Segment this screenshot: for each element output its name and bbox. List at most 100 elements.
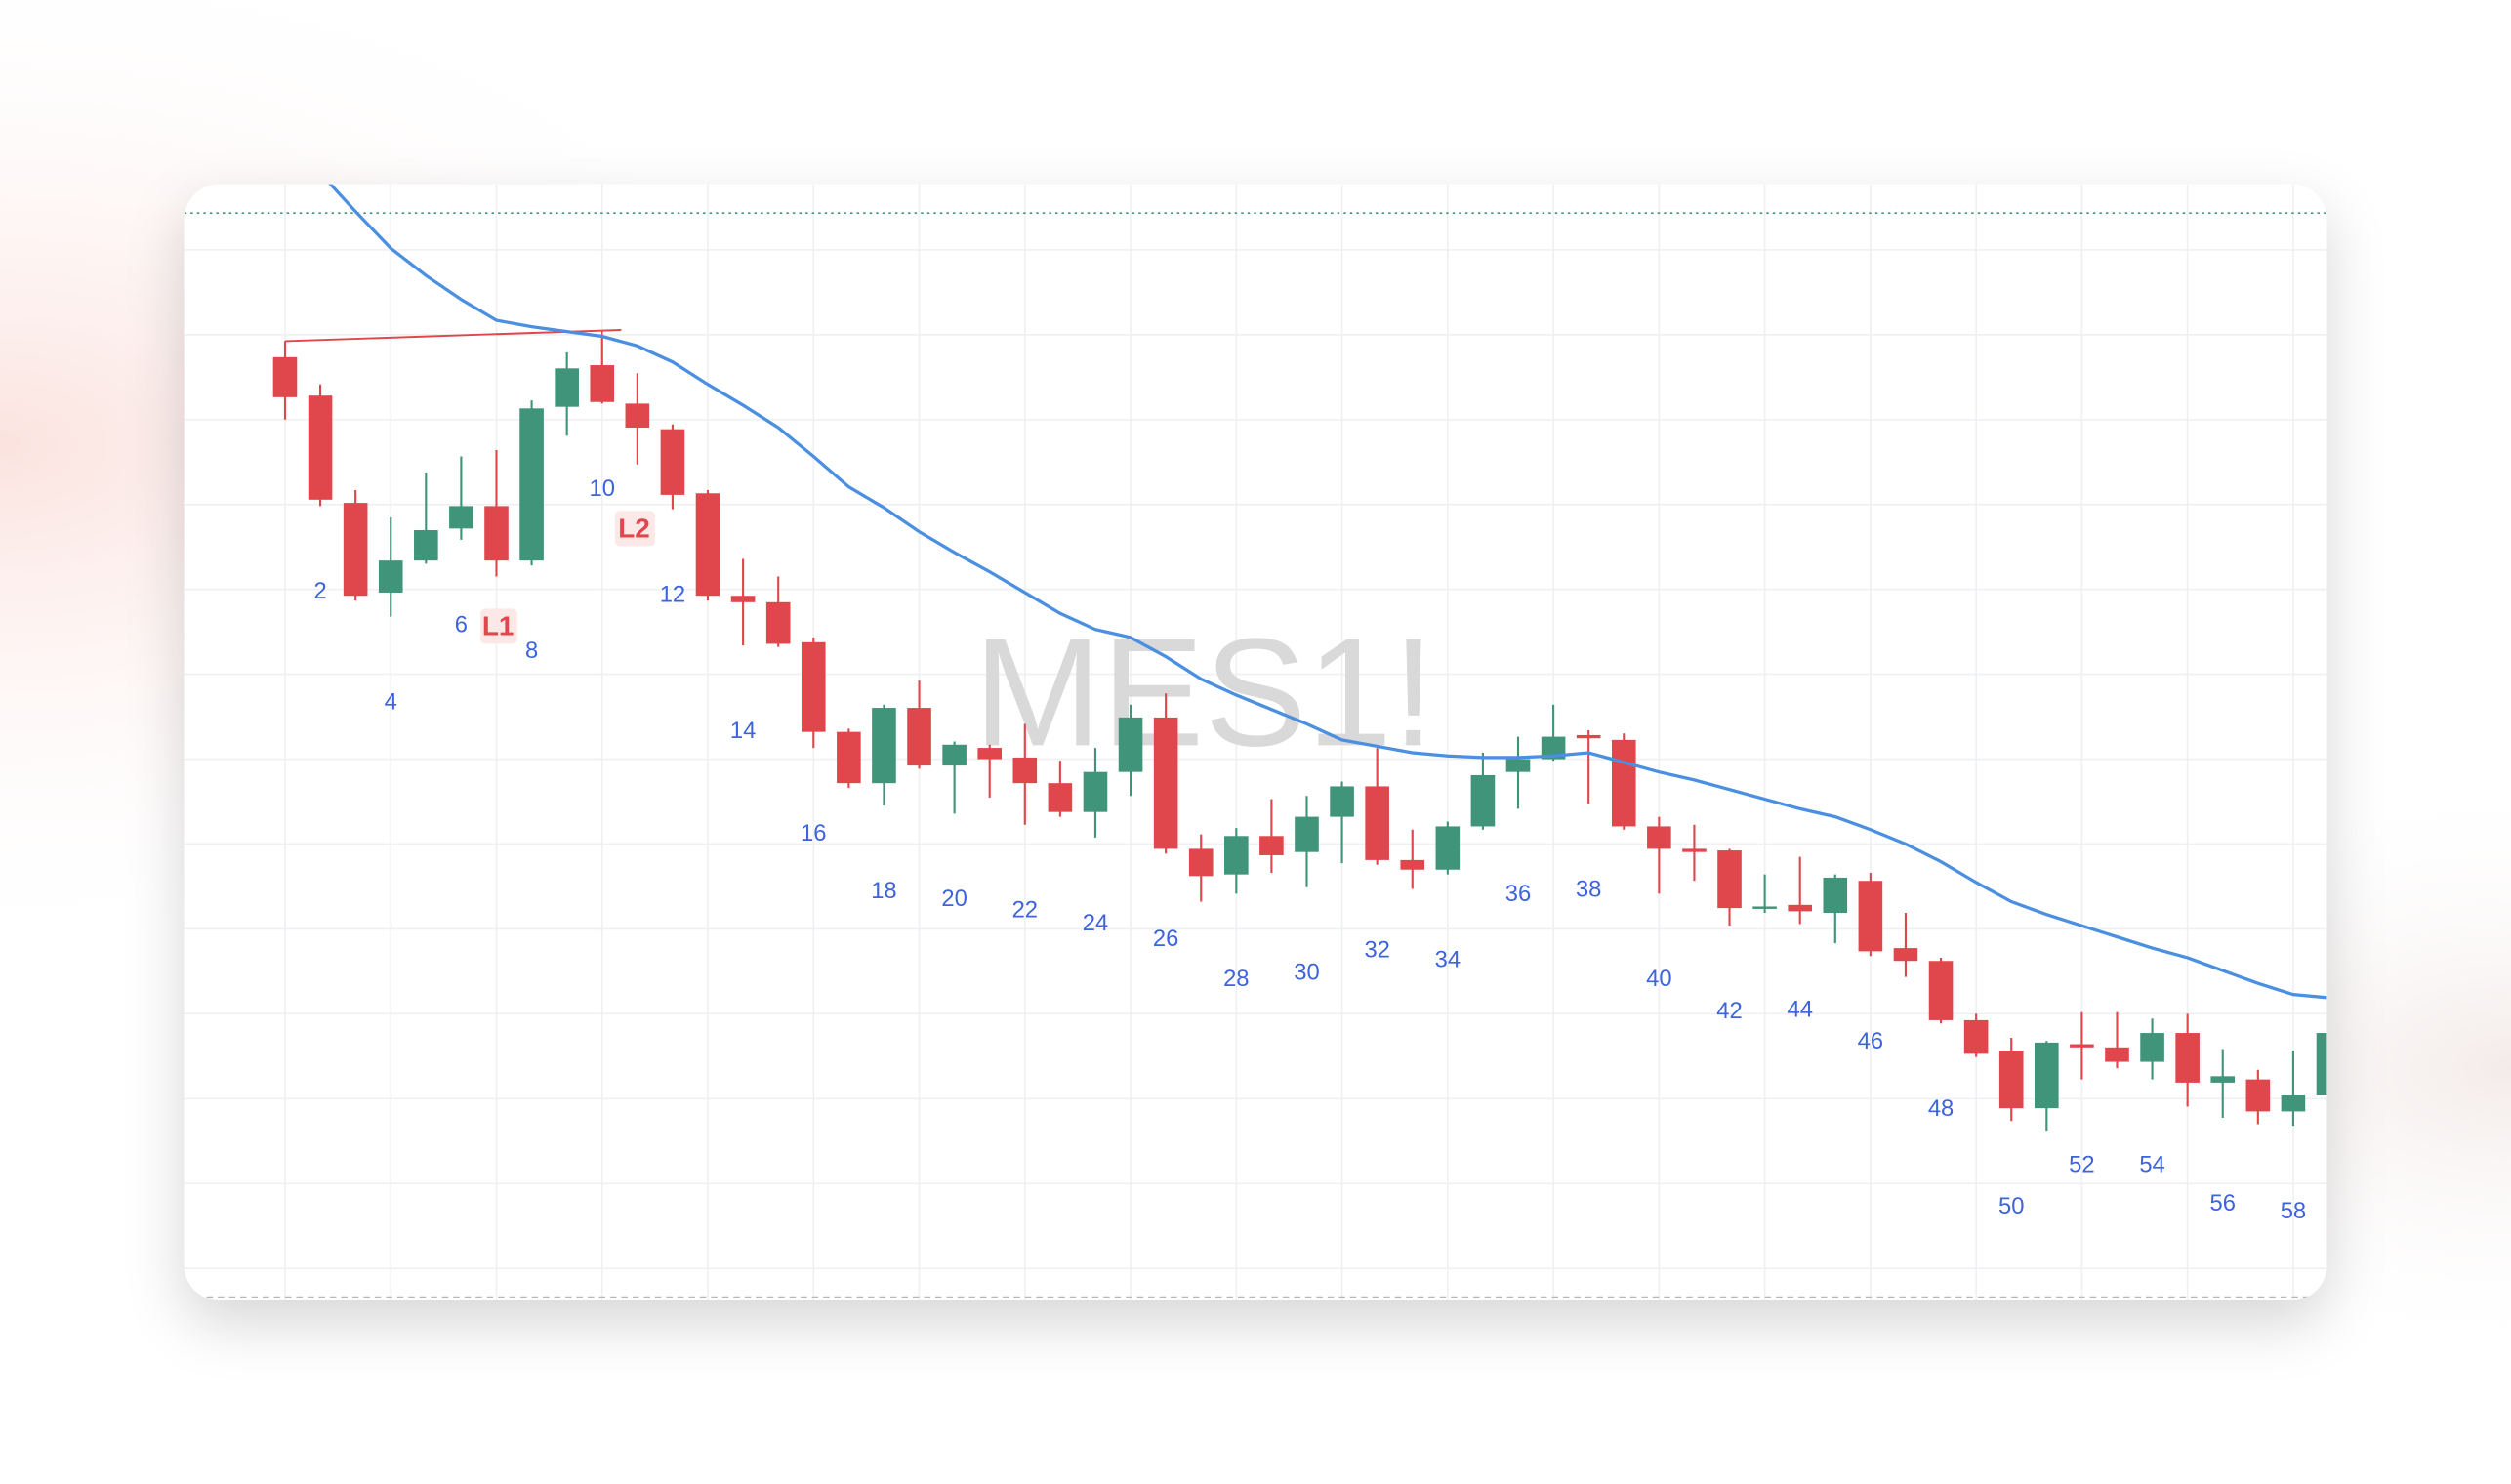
- annotation-bg: [614, 511, 655, 547]
- candle-body: [2070, 1044, 2094, 1048]
- candle-body: [484, 506, 509, 561]
- candle-body: [1998, 1051, 2024, 1109]
- candle-body: [2140, 1033, 2164, 1062]
- bar-number: 32: [1364, 937, 1389, 964]
- candle-body: [1435, 826, 1461, 870]
- bar-number: 16: [801, 820, 826, 846]
- candle-body: [1823, 877, 1848, 914]
- candle-body: [2316, 1033, 2327, 1096]
- bar-number: 42: [1716, 998, 1742, 1024]
- candle-body: [730, 596, 756, 602]
- candle-body: [2035, 1042, 2059, 1109]
- candle-body: [308, 395, 333, 500]
- candle-body: [1224, 836, 1249, 875]
- annotation: L1: [482, 610, 515, 640]
- candle-body: [1083, 771, 1108, 812]
- candle-body: [1928, 961, 1954, 1020]
- candles: [272, 336, 2327, 1132]
- bar-number: 38: [1576, 876, 1601, 902]
- candle-body: [414, 529, 438, 561]
- bar-number: 40: [1646, 966, 1671, 992]
- candle-body: [695, 493, 720, 597]
- bar-number: 22: [1012, 897, 1038, 924]
- candle-body: [1330, 786, 1354, 817]
- bar-number: 12: [660, 582, 685, 608]
- candle-body: [2245, 1079, 2271, 1112]
- candle-body: [1611, 739, 1636, 827]
- candle-body: [2281, 1095, 2306, 1112]
- candle-body: [1470, 774, 1496, 827]
- bar-number: 14: [730, 718, 756, 744]
- candle-body: [1365, 786, 1389, 860]
- candle-body: [1295, 816, 1319, 852]
- candle-body: [1153, 717, 1178, 849]
- bar-number: 54: [2139, 1151, 2164, 1177]
- bar-number: 8: [525, 638, 538, 664]
- candle-body: [449, 506, 473, 529]
- bar-number: 44: [1787, 996, 1812, 1022]
- candle-body: [272, 356, 298, 397]
- candle-body: [519, 408, 544, 561]
- watermark: MES1!: [973, 606, 1435, 778]
- bar-number: 26: [1153, 926, 1178, 952]
- annotation: L2: [618, 513, 650, 543]
- bar-number: 30: [1294, 960, 1319, 986]
- bar-number: 48: [1928, 1095, 1954, 1122]
- candle-body: [1048, 783, 1073, 812]
- candle-body: [1788, 904, 1813, 912]
- candle-body: [1188, 848, 1214, 877]
- candle-body: [977, 748, 1003, 760]
- bar-number: 20: [941, 886, 967, 912]
- bar-number: 6: [455, 612, 468, 639]
- bar-number: 58: [2281, 1198, 2306, 1224]
- candle-body: [378, 560, 403, 593]
- vertical-grid: [284, 184, 2294, 1300]
- candle-body: [1647, 826, 1671, 849]
- bar-number: 50: [1998, 1193, 2024, 1219]
- candle-body: [942, 744, 967, 766]
- bar-number: 24: [1083, 910, 1108, 936]
- candle-body: [907, 708, 931, 766]
- candle-body: [590, 365, 615, 402]
- chart-card: [184, 184, 2327, 1300]
- candle-body: [1717, 850, 1742, 909]
- bar-number: 34: [1435, 947, 1461, 973]
- candle-body: [1505, 759, 1531, 772]
- bar-number: 10: [590, 475, 615, 502]
- bar-number: 56: [2210, 1190, 2236, 1216]
- candle-body: [765, 601, 791, 644]
- candle-body: [660, 429, 685, 495]
- candle-body: [2175, 1033, 2200, 1083]
- candle-body: [872, 708, 896, 784]
- candle-body: [1012, 757, 1038, 784]
- candle-body: [1893, 948, 1918, 962]
- candle-body: [1576, 734, 1601, 739]
- candle-body: [1682, 848, 1707, 852]
- candle-body: [1858, 881, 1883, 952]
- candle-body: [2210, 1076, 2236, 1083]
- candle-body: [1752, 906, 1777, 909]
- bar-number: 18: [871, 878, 896, 904]
- bar-number: 28: [1223, 966, 1249, 992]
- candle-body: [555, 368, 579, 407]
- moving-average: [318, 184, 2327, 1000]
- bar-number: 46: [1858, 1028, 1883, 1054]
- candle-body: [1963, 1019, 1989, 1054]
- candle-body: [837, 731, 861, 784]
- candle-body: [2105, 1047, 2129, 1062]
- candle-body: [1400, 859, 1425, 870]
- candle-body: [1259, 836, 1284, 855]
- bar-number: 2: [313, 578, 326, 604]
- candle-body: [343, 503, 368, 597]
- bar-number: 52: [2069, 1151, 2094, 1177]
- annotation-bg: [480, 608, 517, 644]
- candle-body: [1541, 736, 1566, 760]
- bar-number: 4: [385, 688, 397, 715]
- candle-body: [625, 403, 650, 429]
- bar-number: 36: [1505, 881, 1531, 907]
- candle-body: [801, 641, 826, 732]
